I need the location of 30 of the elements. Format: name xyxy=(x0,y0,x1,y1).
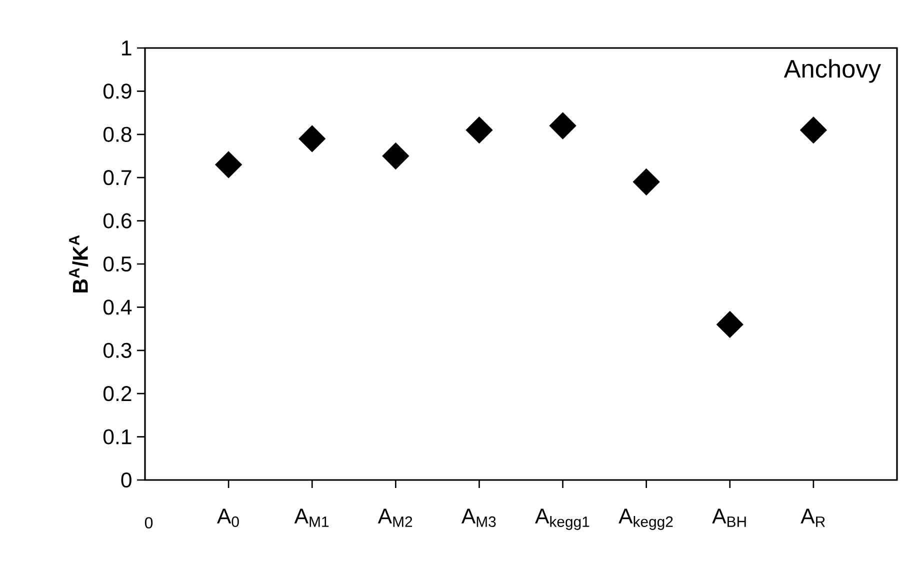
x-tick-label: A$_{BH}$ xyxy=(712,508,746,527)
point xyxy=(466,116,493,144)
point xyxy=(632,168,660,196)
point xyxy=(382,142,410,170)
y-tick-label: 1 xyxy=(122,40,132,56)
y-tick-label: 0.3 xyxy=(103,342,132,358)
point xyxy=(549,112,576,140)
y-tick-label: 0.8 xyxy=(103,126,132,142)
y-tick-label: 0.4 xyxy=(103,300,132,315)
y-tick-label: 0.6 xyxy=(103,213,132,228)
x-tick-label: A$_{M3}$ xyxy=(461,508,496,527)
x-tick-label: A$_{M1}$ xyxy=(294,508,329,527)
x-tick-label: A$_{kegg1}$ xyxy=(535,508,590,530)
text: B$^{A}$/K$^{A}$ xyxy=(69,235,88,292)
x-tick-label: A$_{M2}$ xyxy=(378,508,412,527)
y-tick-label: 0.1 xyxy=(103,429,132,444)
y-tick-label: 0.9 xyxy=(103,84,132,99)
annotation: Anchovy xyxy=(784,59,881,83)
y-tick-label: 0 xyxy=(121,472,132,488)
x-tick-label: A$_{R}$ xyxy=(800,508,825,527)
x-tick-label: A$_{0}$ xyxy=(216,508,239,527)
y-tick-label: 0.7 xyxy=(103,170,132,186)
text: 0 xyxy=(144,517,153,528)
x-tick-label: A$_{kegg2}$ xyxy=(618,508,673,530)
point xyxy=(800,116,827,144)
point xyxy=(215,151,242,178)
y-tick-label: 0.2 xyxy=(103,386,132,402)
point xyxy=(716,311,744,338)
y-tick-label: 0.5 xyxy=(103,256,132,272)
point xyxy=(298,125,326,152)
